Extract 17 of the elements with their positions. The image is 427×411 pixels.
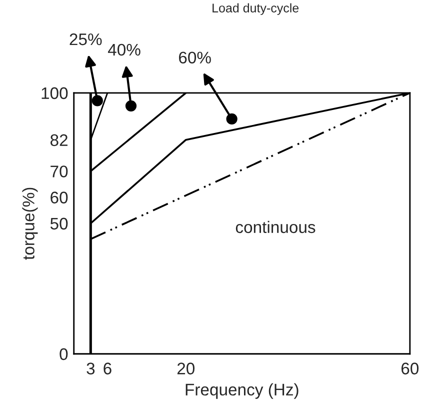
y-tick-label: 70 bbox=[50, 166, 68, 178]
y-tick-label: 0 bbox=[60, 348, 68, 360]
x-tick-label: 3 bbox=[86, 362, 95, 374]
x-tick-label: 60 bbox=[402, 362, 419, 374]
x-tick-label: 6 bbox=[104, 362, 112, 374]
x-tick-label: 20 bbox=[177, 362, 195, 374]
text: 25% bbox=[70, 33, 102, 46]
x-axis-title: Frequency (Hz) bbox=[186, 383, 298, 399]
y-tick-label: 82 bbox=[50, 134, 68, 146]
text: 40% bbox=[108, 44, 140, 56]
y-tick-label: 50 bbox=[50, 218, 68, 230]
y-tick-label: 100 bbox=[42, 87, 68, 100]
annotation: continuous bbox=[236, 220, 316, 234]
y-axis-title: torque(%) bbox=[22, 188, 38, 260]
text: 60% bbox=[179, 52, 211, 64]
chart-title: Load duty-cycle bbox=[212, 3, 299, 15]
y-tick-label: 60 bbox=[50, 192, 68, 204]
